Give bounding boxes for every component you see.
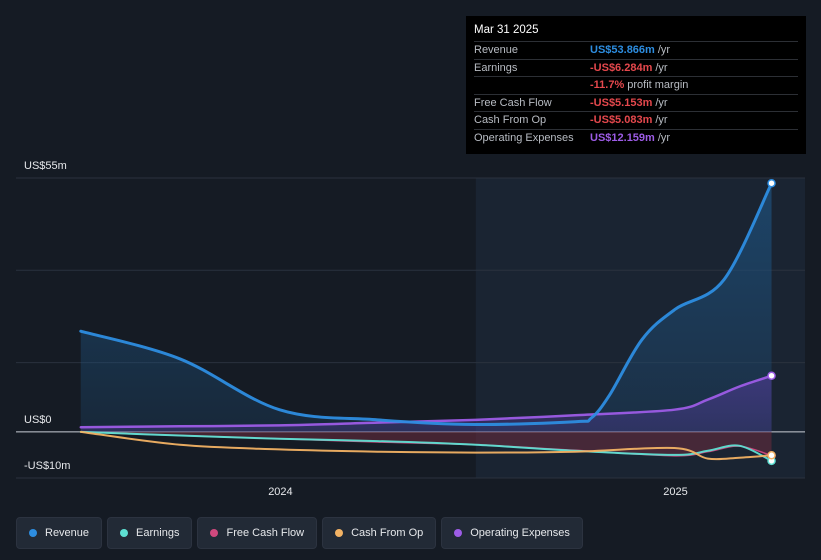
- tooltip-row-value: -11.7%: [590, 79, 625, 92]
- legend-item[interactable]: Operating Expenses: [441, 517, 583, 549]
- tooltip-row-unit: /yr: [655, 114, 668, 127]
- operating-expenses-line: [79, 374, 773, 429]
- operating-expenses-end-point: [767, 371, 776, 380]
- legend-dot-icon: [210, 529, 219, 537]
- tooltip-row-value: -US$5.153m: [590, 96, 653, 109]
- tooltip-rows: Revenue US$53.866m/yr Earnings -US$6.284m/y…: [474, 41, 798, 146]
- legend-label: Free Cash Flow: [226, 527, 305, 539]
- x-axis-ticks: 2024 2025: [268, 486, 688, 498]
- series-end-markers: [767, 178, 776, 466]
- tooltip-row-label: Free Cash Flow: [474, 96, 552, 109]
- tooltip-row-value: -US$5.083m: [590, 114, 653, 127]
- x-tick-label: 2025: [663, 486, 687, 498]
- chart: 2024 2025: [16, 177, 805, 498]
- legend-dot-icon: [120, 529, 129, 537]
- tooltip-row: Operating Expenses US$12.159m/yr: [474, 128, 798, 147]
- tooltip-row: Cash From Op -US$5.083m/yr: [474, 111, 798, 129]
- legend-dot-icon: [454, 529, 463, 537]
- tooltip-row-label: Revenue: [474, 44, 519, 57]
- legend-dot-icon: [29, 529, 37, 537]
- series-lines: [79, 181, 774, 462]
- tooltip-row-label: Cash From Op: [474, 114, 547, 127]
- tooltip-row-label: Earnings: [474, 61, 518, 74]
- tooltip-row-unit: /yr: [657, 131, 671, 144]
- y-axis-zero-label: US$0: [24, 414, 52, 426]
- tooltip-row: Earnings -US$6.284m/yr: [474, 58, 798, 77]
- legend-label: Revenue: [45, 527, 90, 539]
- tooltip-row-value: -US$6.284m: [590, 61, 653, 74]
- cash-from-op-line: [79, 430, 773, 461]
- legend-label: Operating Expenses: [470, 527, 570, 539]
- legend-item[interactable]: Revenue: [16, 517, 103, 549]
- legend-item[interactable]: Free Cash Flow: [197, 517, 318, 549]
- cash-from-op-end-point: [767, 451, 776, 460]
- tooltip-row-unit: /yr: [657, 44, 671, 57]
- tooltip-row-value: US$12.159m: [590, 131, 655, 144]
- revenue-line: [79, 181, 774, 426]
- tooltip-row-unit: /yr: [655, 61, 668, 74]
- tooltip-row: Free Cash Flow -US$5.153m/yr: [474, 93, 798, 112]
- y-axis-top-label: US$55m: [24, 160, 67, 172]
- legend-item[interactable]: Cash From Op: [322, 517, 437, 549]
- tooltip-row: -11.7% profit margin: [474, 76, 798, 94]
- y-axis-bottom-label: -US$10m: [24, 460, 71, 472]
- tooltip-row-value: US$53.866m: [590, 44, 655, 57]
- legend-label: Earnings: [136, 527, 180, 539]
- revenue-end-point: [767, 178, 776, 188]
- x-tick-label: 2024: [268, 486, 292, 498]
- earnings-line: [79, 430, 773, 462]
- tooltip-row-unit: profit margin: [627, 79, 689, 92]
- operating-expenses-area: [80, 375, 772, 432]
- tooltip-date: Mar 31 2025: [474, 24, 539, 36]
- legend-item[interactable]: Earnings: [107, 517, 193, 549]
- chart-legend: Revenue Earnings Free Cash Flow Cash From O…: [16, 517, 583, 549]
- legend-label: Cash From Op: [351, 527, 424, 539]
- legend-dot-icon: [335, 529, 344, 537]
- data-tooltip: Mar 31 2025 Revenue US$53.866m/yr Earnings…: [466, 16, 806, 154]
- tooltip-row-unit: /yr: [655, 96, 668, 109]
- tooltip-row-label: Operating Expenses: [474, 131, 574, 144]
- tooltip-row: Revenue US$53.866m/yr: [474, 41, 798, 59]
